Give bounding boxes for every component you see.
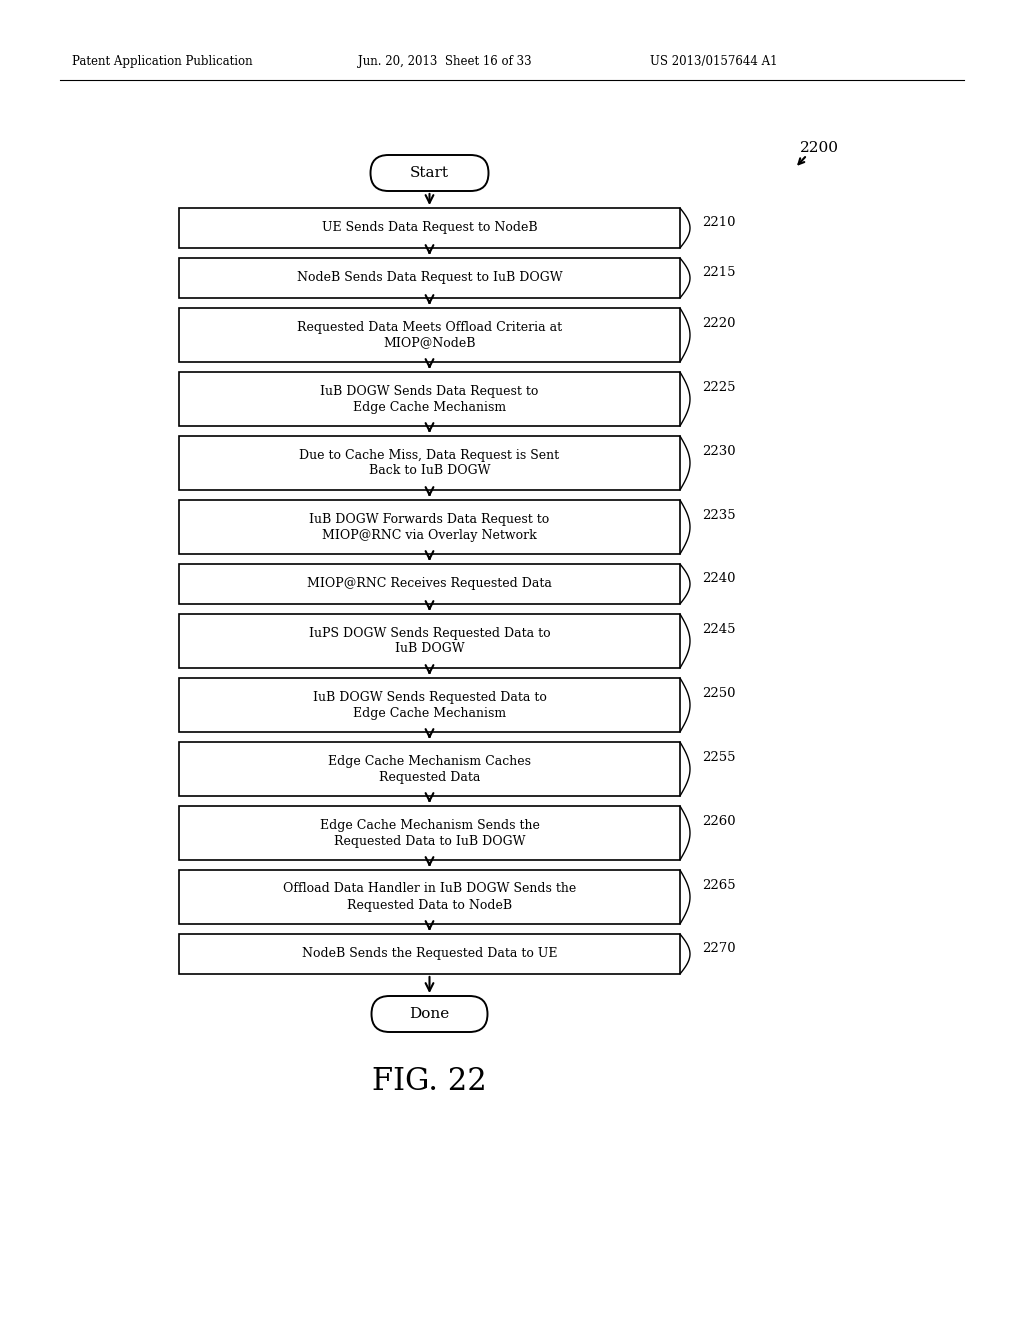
Text: 2240: 2240 [702, 572, 735, 585]
Text: 2260: 2260 [702, 814, 735, 828]
Text: 2230: 2230 [702, 445, 735, 458]
Text: Edge Cache Mechanism Sends the
Requested Data to IuB DOGW: Edge Cache Mechanism Sends the Requested… [319, 818, 540, 847]
Text: Done: Done [410, 1007, 450, 1020]
Text: 2200: 2200 [800, 141, 839, 154]
FancyBboxPatch shape [179, 614, 680, 668]
Text: IuPS DOGW Sends Requested Data to
IuB DOGW: IuPS DOGW Sends Requested Data to IuB DO… [308, 627, 550, 656]
Text: Edge Cache Mechanism Caches
Requested Data: Edge Cache Mechanism Caches Requested Da… [328, 755, 531, 784]
Text: 2215: 2215 [702, 265, 735, 279]
Text: 2225: 2225 [702, 380, 735, 393]
FancyBboxPatch shape [179, 372, 680, 426]
Text: Start: Start [410, 166, 449, 180]
Text: 2235: 2235 [702, 508, 735, 521]
FancyBboxPatch shape [179, 935, 680, 974]
FancyBboxPatch shape [179, 308, 680, 362]
Text: Jun. 20, 2013  Sheet 16 of 33: Jun. 20, 2013 Sheet 16 of 33 [358, 55, 531, 69]
Text: Due to Cache Miss, Data Request is Sent
Back to IuB DOGW: Due to Cache Miss, Data Request is Sent … [299, 449, 559, 478]
FancyBboxPatch shape [372, 997, 487, 1032]
FancyBboxPatch shape [179, 678, 680, 733]
Text: 2250: 2250 [702, 686, 735, 700]
FancyBboxPatch shape [179, 870, 680, 924]
FancyBboxPatch shape [179, 500, 680, 554]
Text: 2270: 2270 [702, 941, 735, 954]
FancyBboxPatch shape [179, 436, 680, 490]
Text: IuB DOGW Sends Requested Data to
Edge Cache Mechanism: IuB DOGW Sends Requested Data to Edge Ca… [312, 690, 547, 719]
Text: Offload Data Handler in IuB DOGW Sends the
Requested Data to NodeB: Offload Data Handler in IuB DOGW Sends t… [283, 883, 577, 912]
FancyBboxPatch shape [179, 257, 680, 298]
Text: UE Sends Data Request to NodeB: UE Sends Data Request to NodeB [322, 222, 538, 235]
FancyBboxPatch shape [179, 209, 680, 248]
Text: IuB DOGW Sends Data Request to
Edge Cache Mechanism: IuB DOGW Sends Data Request to Edge Cach… [321, 384, 539, 413]
FancyBboxPatch shape [179, 742, 680, 796]
Text: MIOP@RNC Receives Requested Data: MIOP@RNC Receives Requested Data [307, 578, 552, 590]
Text: 2245: 2245 [702, 623, 735, 636]
Text: 2265: 2265 [702, 879, 735, 891]
FancyBboxPatch shape [371, 154, 488, 191]
Text: 2220: 2220 [702, 317, 735, 330]
Text: NodeB Sends the Requested Data to UE: NodeB Sends the Requested Data to UE [302, 948, 557, 961]
FancyBboxPatch shape [179, 564, 680, 605]
FancyBboxPatch shape [179, 807, 680, 861]
Text: IuB DOGW Forwards Data Request to
MIOP@RNC via Overlay Network: IuB DOGW Forwards Data Request to MIOP@R… [309, 512, 550, 541]
Text: 2255: 2255 [702, 751, 735, 763]
Text: NodeB Sends Data Request to IuB DOGW: NodeB Sends Data Request to IuB DOGW [297, 272, 562, 285]
Text: 2210: 2210 [702, 215, 735, 228]
Text: FIG. 22: FIG. 22 [372, 1067, 486, 1097]
Text: Patent Application Publication: Patent Application Publication [72, 55, 253, 69]
Text: Requested Data Meets Offload Criteria at
MIOP@NodeB: Requested Data Meets Offload Criteria at… [297, 321, 562, 350]
Text: US 2013/0157644 A1: US 2013/0157644 A1 [650, 55, 777, 69]
